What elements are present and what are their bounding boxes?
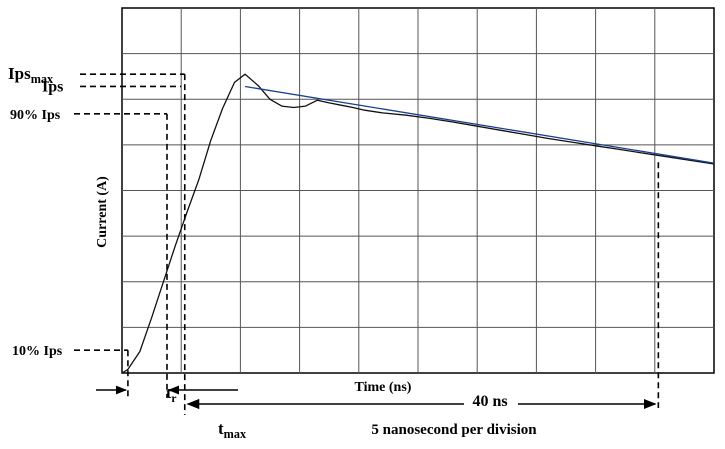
division-note: 5 nanosecond per division xyxy=(371,422,537,438)
decay-fit-line xyxy=(244,85,715,164)
interval-label-background xyxy=(464,391,518,411)
reference-level-label: Ipsmax xyxy=(8,64,54,86)
reference-level-label: 90% Ips xyxy=(10,108,61,123)
grid xyxy=(121,7,715,374)
y-axis-label: Current (A) xyxy=(95,176,110,248)
traces xyxy=(121,73,715,374)
reference-level-label: Ips xyxy=(42,78,63,95)
reference-level-label: 10% Ips xyxy=(12,344,63,359)
x-axis-label: Time (ns) xyxy=(355,380,412,395)
tmax-label: tmax xyxy=(218,419,247,441)
current-trace xyxy=(121,73,715,374)
interval-label: 40 ns xyxy=(472,393,507,410)
rise-time-label: tr xyxy=(166,385,176,405)
